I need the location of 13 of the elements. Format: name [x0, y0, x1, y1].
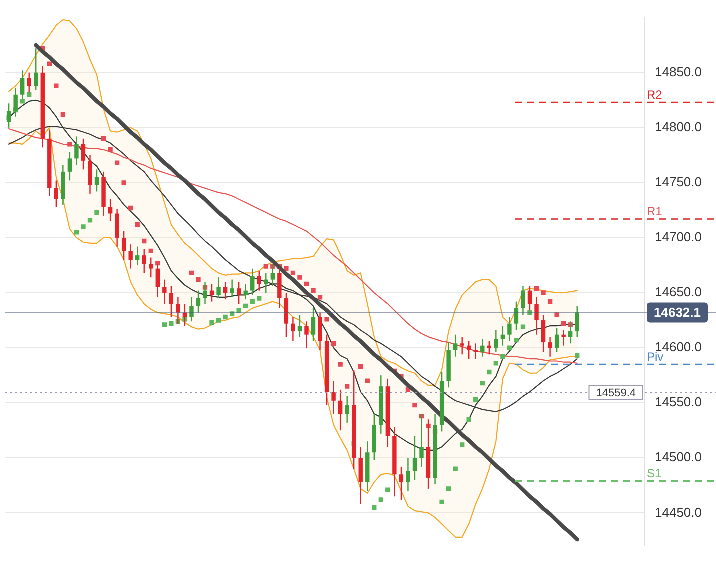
ref-line-label: 14559.4	[596, 387, 636, 400]
ref-line-label: S1	[647, 466, 662, 481]
ref-line-label: R1	[647, 204, 663, 219]
y-tick-label: 14650.0	[655, 284, 702, 300]
y-tick-label: 14500.0	[655, 450, 702, 465]
ref-line-label: R2	[647, 88, 663, 102]
y-tick-label: 14450.0	[655, 504, 702, 520]
y-tick-label: 14800.0	[655, 119, 702, 134]
ref-line-label: 14632.1	[654, 304, 702, 320]
y-tick-label: 14750.0	[655, 174, 702, 190]
y-tick-label: 14550.0	[655, 394, 702, 410]
y-tick-label: 14850.0	[655, 64, 702, 80]
y-tick-label: 14700.0	[655, 230, 702, 245]
